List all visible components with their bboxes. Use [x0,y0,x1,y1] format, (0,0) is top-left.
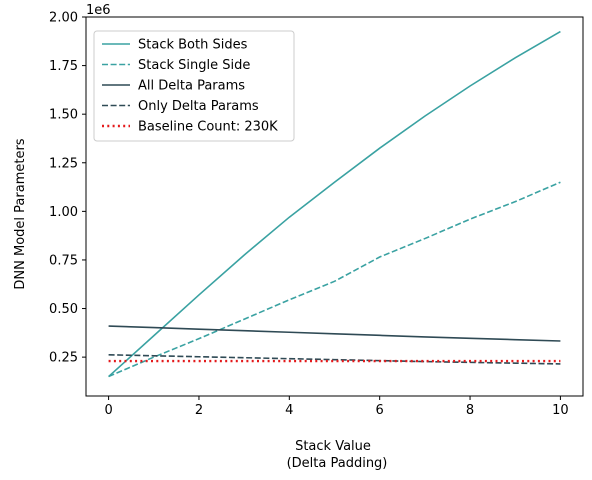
series-line-2 [108,181,561,378]
x-tick-label: 8 [466,403,474,418]
y-tick-label: 0.25 [49,351,78,366]
x-tick-label: 6 [376,403,384,418]
plot-area-frame [85,16,584,397]
legend-box [93,30,295,142]
series-line-3 [108,325,561,342]
y-axis-label: DNN Model Parameters [13,138,28,289]
x-axis-label-line-1: Stack Value [295,439,371,454]
legend-label: Stack Single Side [138,58,250,73]
series-layer [108,30,561,378]
y-axis-offset-text: 1e6 [86,3,111,18]
x-tick-label: 10 [552,403,569,418]
x-axis: 0 2 4 6 8 10 [104,396,569,418]
y-tick-label: 0.50 [49,302,78,317]
legend-label: All Delta Params [138,79,245,94]
x-tick-label: 0 [104,403,112,418]
legend: Stack Both Sides Stack Single Side All Del… [93,30,295,142]
x-tick-label: 4 [285,403,293,418]
series-line-1 [108,30,561,378]
legend-label: Stack Both Sides [138,38,248,53]
y-tick-label: 1.25 [49,156,78,171]
y-tick-label: 0.75 [49,253,78,268]
x-axis-label-line-2: (Delta Padding) [287,456,388,471]
y-tick-label: 2.00 [49,11,78,26]
legend-label: Baseline Count: 230K [138,120,278,135]
y-tick-label: 1.75 [49,59,78,74]
series-line-4 [108,354,561,365]
y-tick-label: 1.00 [49,205,78,220]
legend-label: Only Delta Params [138,99,259,114]
y-axis: 0.25 0.50 0.75 1.00 1.25 1.50 1.75 2.00 [49,11,86,366]
x-tick-label: 2 [195,403,203,418]
y-tick-label: 1.50 [49,108,78,123]
